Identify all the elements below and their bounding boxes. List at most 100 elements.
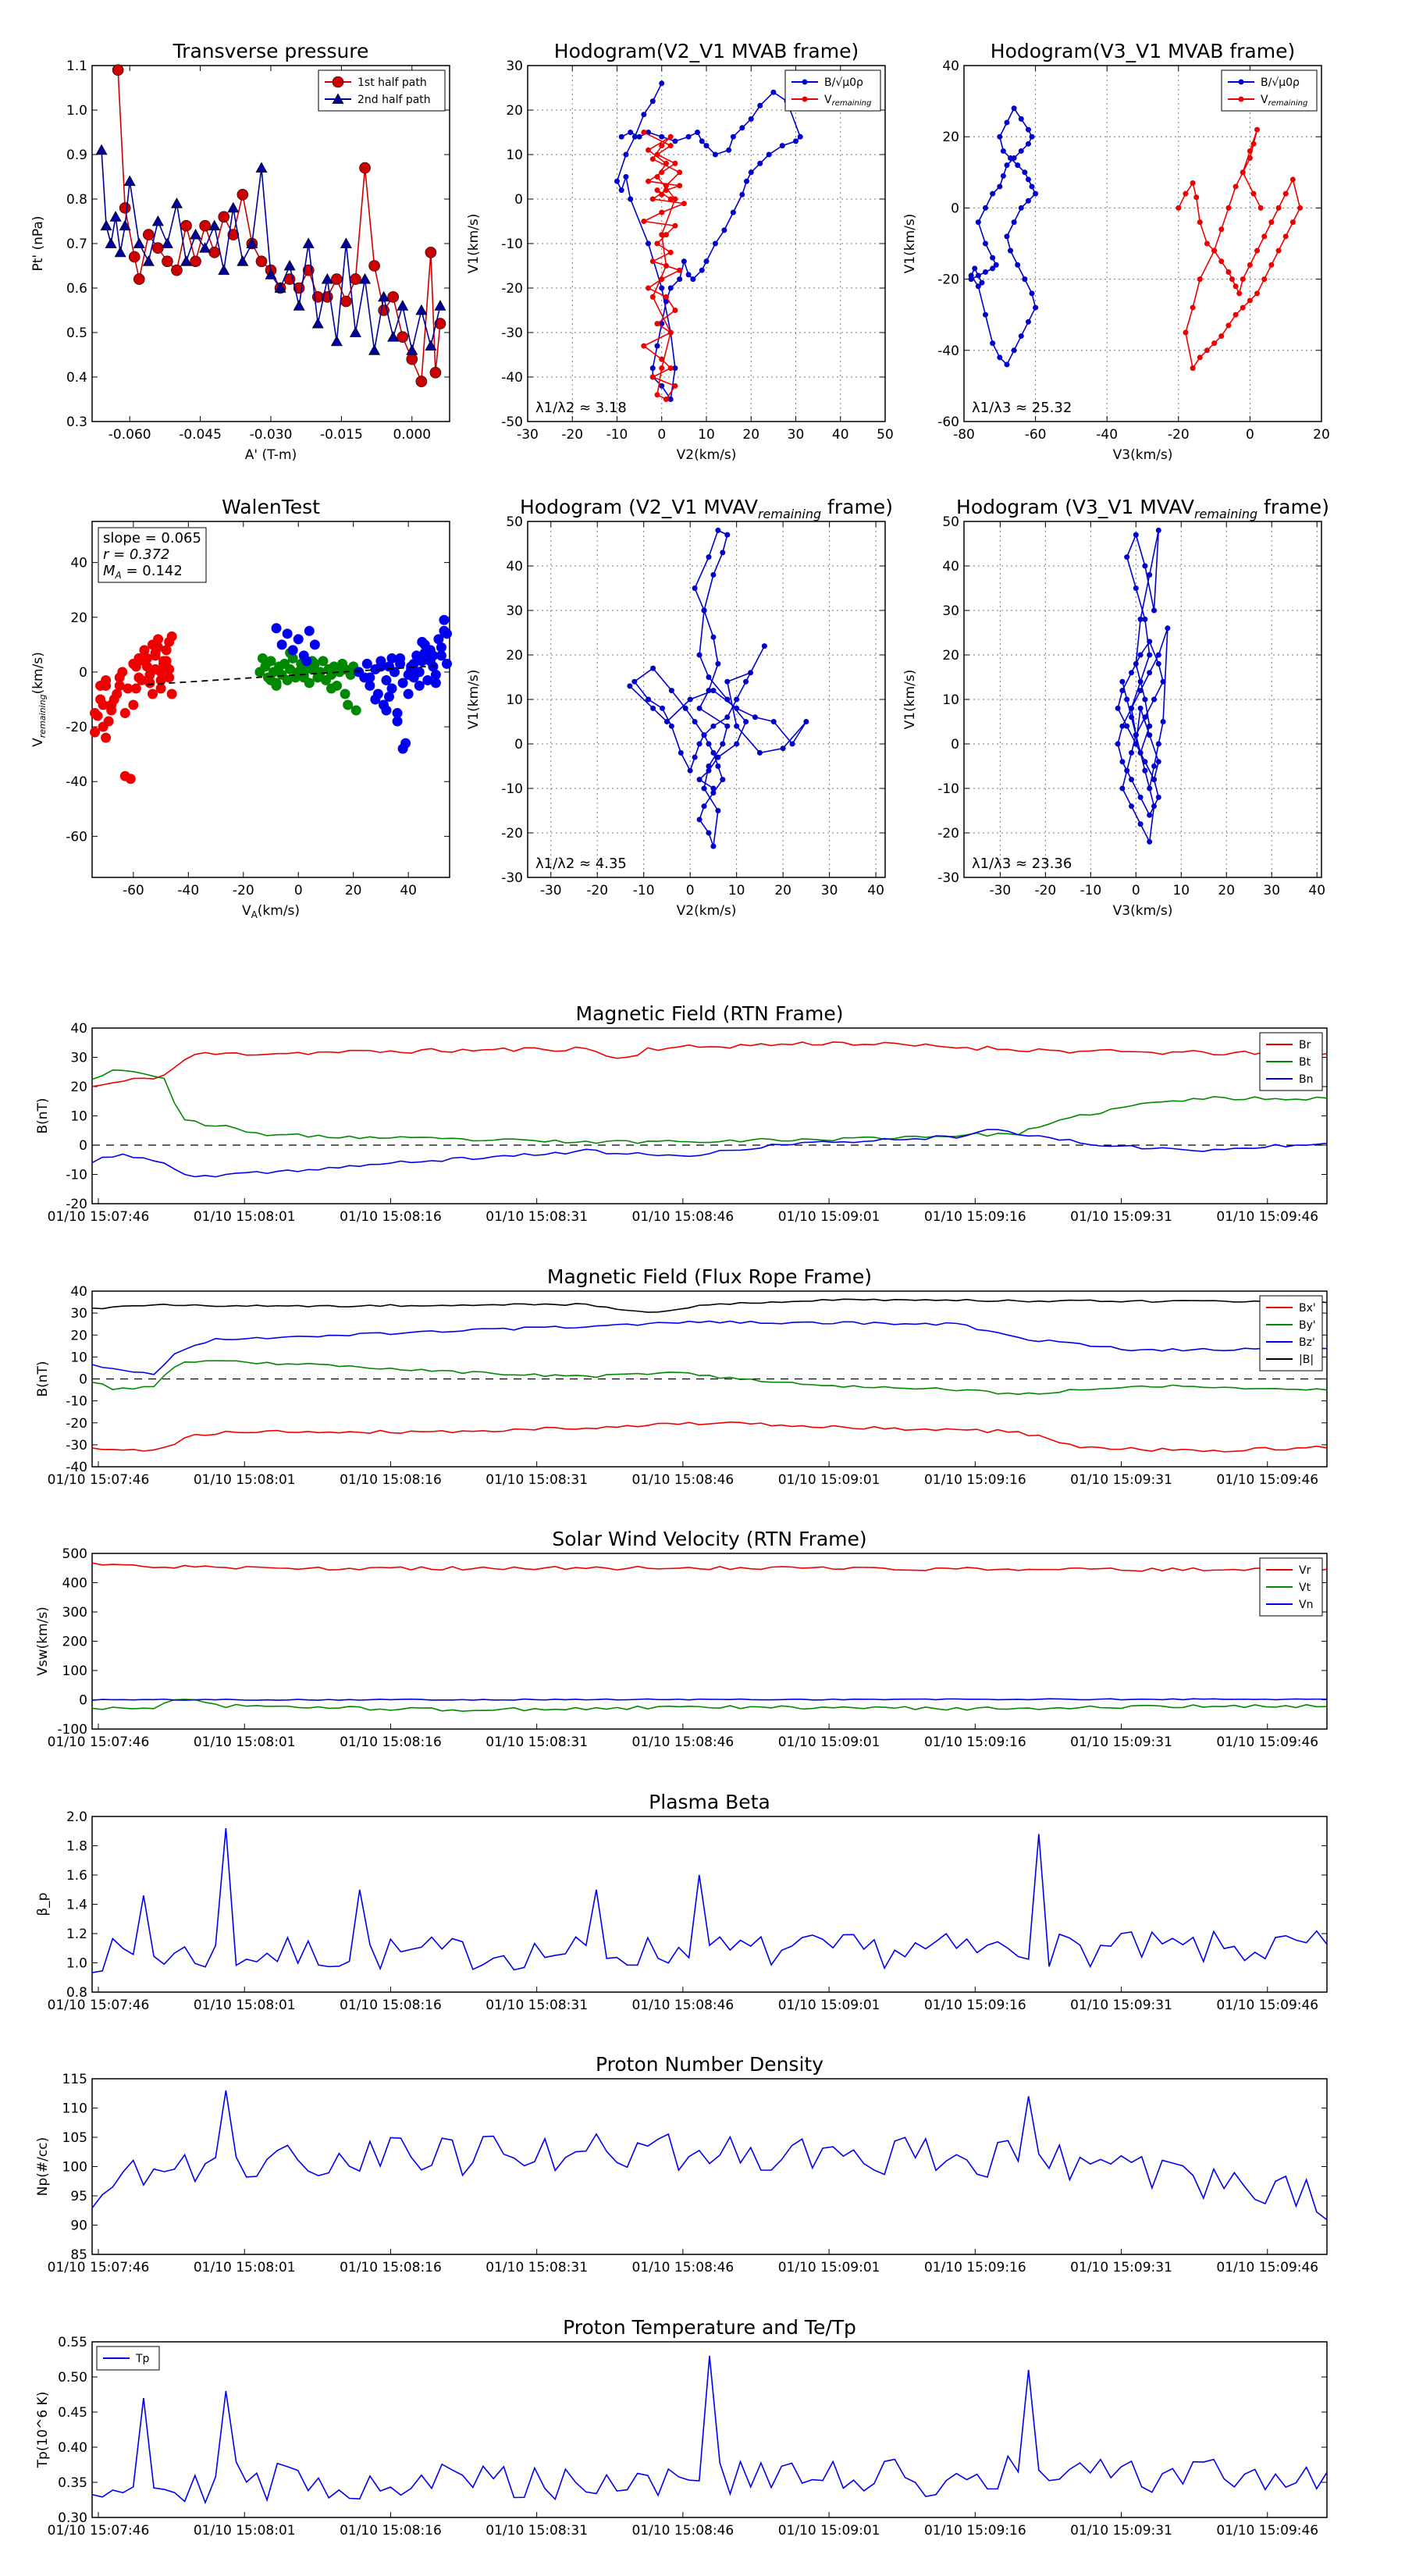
data-point (166, 688, 177, 699)
data-point (274, 282, 286, 293)
series-line (91, 1699, 1328, 1712)
legend-label: By' (1299, 1319, 1316, 1332)
y-tick-label: 0 (79, 1693, 87, 1709)
data-point (1282, 190, 1289, 197)
data-point (128, 699, 139, 710)
data-point (1151, 777, 1157, 783)
data-point (365, 672, 375, 683)
data-point (1197, 354, 1203, 361)
data-point (1133, 741, 1139, 747)
data-point (1147, 732, 1153, 738)
x-tick-label: 01/10 15:08:16 (340, 2260, 442, 2275)
data-point (1197, 219, 1203, 226)
data-point (119, 219, 131, 231)
data-point (706, 830, 712, 836)
data-point (283, 259, 296, 271)
x-tick-label: 01/10 15:08:16 (340, 1209, 442, 1225)
data-point (148, 688, 158, 699)
data-point (672, 138, 678, 144)
data-point (780, 745, 786, 752)
data-point (164, 664, 175, 674)
data-point (381, 674, 392, 685)
x-tick-label: 01/10 15:09:31 (1070, 1472, 1172, 1488)
y-tick-label: -30 (937, 870, 959, 886)
x-tick-label: -0.045 (179, 427, 222, 443)
data-point (1183, 329, 1189, 336)
data-point (990, 254, 996, 261)
x-tick-label: 01/10 15:09:01 (778, 2260, 880, 2275)
data-point (715, 808, 721, 813)
data-point (130, 683, 141, 694)
data-point (663, 160, 669, 166)
data-point (1247, 297, 1253, 304)
data-point (770, 719, 777, 724)
chart-np: 85 90 95 100 105 110 115 01/10 15:07:46 01/10 15… (35, 2053, 1328, 2275)
data-point (710, 790, 717, 796)
data-point (330, 335, 343, 347)
data-point (417, 656, 428, 667)
label-part: (km/s) (258, 903, 300, 919)
data-point (430, 669, 441, 680)
data-point (1151, 803, 1157, 809)
chart-title: WalenTest (222, 496, 320, 518)
data-point (659, 276, 665, 283)
data-point (265, 269, 277, 279)
data-point (1129, 705, 1135, 711)
x-tick-label: 10 (698, 427, 715, 443)
y-tick-label: 20 (70, 1080, 87, 1095)
y-tick-label: 0 (514, 737, 523, 753)
legend-label: Vt (1299, 1582, 1311, 1594)
data-point (103, 716, 114, 727)
y-tick-label: 0.5 (66, 326, 87, 341)
y-tick-label: -40 (66, 1460, 87, 1475)
y-tick-label: -30 (501, 326, 523, 341)
legend-label: Vremaining (1261, 94, 1307, 108)
x-tick-label: 01/10 15:09:31 (1070, 2260, 1172, 2275)
data-point (1033, 304, 1039, 311)
data-point (641, 343, 647, 349)
data-point (618, 133, 624, 140)
data-point (990, 190, 996, 197)
x-tick-label: 20 (1218, 883, 1235, 898)
y-tick-label: -10 (66, 1168, 87, 1183)
data-point (386, 653, 397, 664)
eigen-ratio: λ1/λ2 ≈ 4.35 (535, 856, 627, 872)
y-tick-label: -20 (501, 826, 523, 841)
x-tick-label: 01/10 15:09:16 (924, 1472, 1026, 1488)
x-tick-label: 01/10 15:09:01 (778, 1735, 880, 1750)
data-point (659, 169, 665, 176)
data-point (406, 344, 418, 355)
data-point (1142, 696, 1148, 703)
plot-frame (91, 65, 450, 422)
data-point (1275, 247, 1282, 254)
data-point (1238, 96, 1244, 102)
y-axis-label: Vremaining(km/s) (30, 652, 48, 747)
data-point (1000, 173, 1006, 179)
data-point (663, 187, 669, 194)
data-point (1297, 205, 1304, 211)
title-part: Hodogram (V2_V1 MVAV (520, 496, 758, 518)
x-tick-label: 01/10 15:09:31 (1070, 1998, 1172, 2013)
data-point (1129, 670, 1135, 676)
y-tick-label: 500 (62, 1546, 87, 1562)
y-tick-label: -100 (57, 1722, 87, 1738)
chart-title: Magnetic Field (Flux Rope Frame) (547, 1265, 872, 1288)
data-point (1197, 276, 1203, 283)
data-point (1018, 205, 1024, 211)
x-tick-label: -60 (1025, 427, 1047, 443)
data-point (654, 321, 660, 327)
data-point (419, 647, 430, 658)
data-point (748, 169, 754, 176)
data-point (1018, 333, 1024, 340)
data-point (663, 183, 669, 189)
data-point (340, 237, 352, 248)
data-point (667, 365, 674, 372)
x-tick-label: 01/10 15:08:16 (340, 2523, 442, 2539)
label-subscript: A (115, 570, 122, 581)
y-tick-label: 95 (70, 2189, 87, 2204)
y-tick-label: 10 (942, 692, 959, 708)
data-point (302, 237, 315, 248)
data-point (975, 219, 981, 226)
legend-label: |B| (1299, 1354, 1314, 1366)
data-point (726, 147, 732, 153)
